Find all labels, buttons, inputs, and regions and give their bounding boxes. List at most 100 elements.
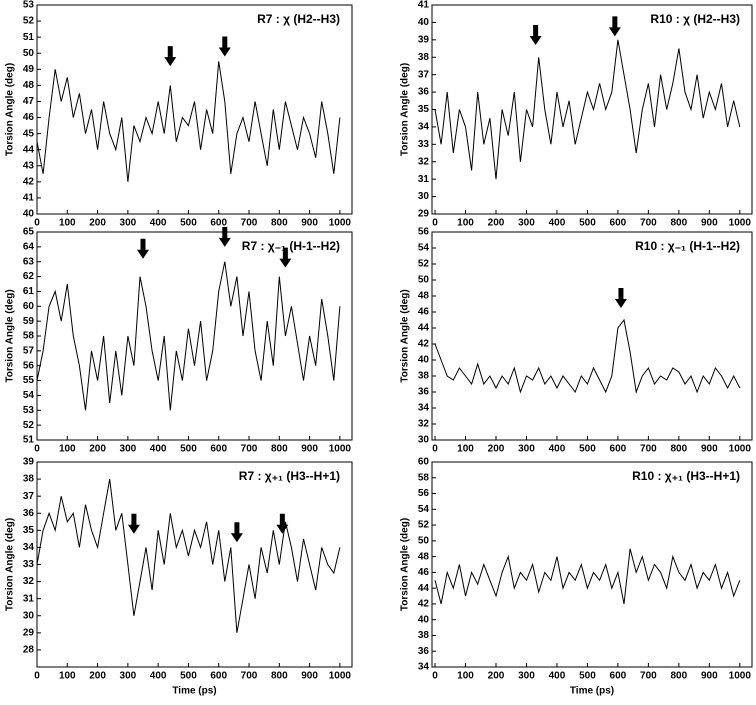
- x-tick-label: 800: [271, 218, 288, 229]
- y-tick-label: 50: [23, 48, 35, 59]
- x-tick-label: 900: [701, 671, 718, 682]
- arrow: [276, 513, 289, 534]
- y-tick-label: 31: [23, 593, 35, 604]
- y-tick-label: 38: [418, 371, 430, 382]
- y-tick-label: 60: [23, 301, 35, 312]
- x-tick-label: 600: [610, 444, 627, 455]
- y-tick-label: 55: [23, 375, 35, 386]
- x-tick-label: 700: [241, 444, 258, 455]
- x-tick-label: 300: [518, 218, 535, 229]
- plot-frame: [431, 231, 753, 441]
- y-tick-label: 32: [23, 576, 35, 587]
- x-tick-label: 300: [518, 671, 535, 682]
- x-tick-label: 500: [579, 671, 596, 682]
- x-tick-label: 700: [241, 218, 258, 229]
- x-tick-label: 1000: [329, 444, 352, 455]
- y-tick-label: 52: [418, 259, 430, 270]
- y-tick-label: 46: [418, 567, 430, 578]
- y-tick-label: 50: [418, 275, 430, 286]
- x-tick-label: 200: [488, 218, 505, 229]
- panel-title: R7 : χ₊₁ (H3--H+1): [239, 469, 340, 483]
- y-tick-label: 63: [23, 256, 35, 267]
- x-tick-label: 500: [180, 218, 197, 229]
- y-tick-label: 30: [418, 191, 430, 202]
- x-tick-label: 600: [210, 444, 227, 455]
- panel-title: R10 : χ (H2--H3): [650, 12, 740, 26]
- x-tick-label: 100: [59, 218, 76, 229]
- plot-frame: [36, 461, 353, 668]
- x-tick-label: 600: [610, 218, 627, 229]
- y-tick-label: 33: [23, 559, 35, 570]
- x-tick-label: 800: [271, 444, 288, 455]
- y-tick-label: 43: [23, 160, 35, 171]
- y-tick-label: 38: [23, 474, 35, 485]
- y-tick-label: 36: [418, 646, 430, 657]
- arrow: [127, 513, 140, 534]
- y-axis-label: Torsion Angle (deg): [400, 63, 411, 156]
- x-tick-label: 900: [701, 444, 718, 455]
- y-tick-label: 36: [23, 508, 35, 519]
- x-tick-label: 1000: [729, 671, 752, 682]
- x-tick-label: 600: [210, 218, 227, 229]
- y-tick-label: 65: [23, 227, 35, 238]
- y-tick-label: 50: [418, 535, 430, 546]
- data-line: [434, 39, 741, 180]
- y-tick-label: 40: [418, 355, 430, 366]
- x-tick-label: 700: [640, 218, 657, 229]
- y-tick-label: 51: [23, 32, 35, 43]
- y-tick-label: 29: [418, 209, 430, 220]
- y-tick-label: 29: [23, 627, 35, 638]
- data-line: [434, 318, 741, 394]
- x-tick-label: 0: [432, 218, 438, 229]
- y-tick-label: 48: [418, 551, 430, 562]
- y-tick-label: 28: [23, 645, 35, 656]
- y-tick-label: 36: [418, 387, 430, 398]
- x-tick-label: 1000: [329, 218, 352, 229]
- y-tick-label: 42: [418, 339, 430, 350]
- x-tick-label: 200: [89, 671, 106, 682]
- x-tick-label: 1000: [329, 671, 352, 682]
- x-tick-label: 400: [150, 444, 167, 455]
- y-tick-label: 62: [23, 271, 35, 282]
- y-tick-label: 56: [418, 227, 430, 238]
- arrow: [614, 288, 627, 308]
- x-tick-label: 900: [301, 218, 318, 229]
- x-tick-label: 600: [210, 671, 227, 682]
- y-tick-label: 34: [418, 403, 430, 414]
- y-tick-label: 44: [418, 583, 430, 594]
- x-tick-label: 400: [150, 671, 167, 682]
- y-tick-label: 49: [23, 64, 35, 75]
- plot-frame: [36, 231, 353, 441]
- y-tick-label: 38: [418, 52, 430, 63]
- y-tick-label: 35: [23, 525, 35, 536]
- y-tick-label: 34: [418, 122, 430, 133]
- plot-frame: [431, 461, 753, 668]
- x-tick-label: 0: [432, 444, 438, 455]
- y-tick-label: 47: [23, 96, 35, 107]
- data-line: [434, 548, 741, 605]
- x-tick-label: 500: [579, 444, 596, 455]
- arrow: [529, 25, 542, 46]
- y-tick-label: 52: [23, 16, 35, 27]
- arrow: [137, 238, 150, 259]
- x-tick-label: 300: [518, 444, 535, 455]
- x-tick-label: 200: [488, 671, 505, 682]
- arrow: [218, 36, 231, 57]
- arrow: [279, 247, 292, 268]
- x-tick-label: 400: [549, 444, 566, 455]
- x-tick-label: 300: [120, 218, 137, 229]
- y-tick-label: 36: [418, 87, 430, 98]
- y-tick-label: 30: [418, 435, 430, 446]
- x-tick-label: 900: [301, 671, 318, 682]
- x-tick-label: 900: [301, 444, 318, 455]
- y-tick-label: 51: [23, 435, 35, 446]
- plot-frame: [36, 4, 353, 215]
- y-tick-label: 48: [23, 80, 35, 91]
- x-tick-label: 1000: [729, 444, 752, 455]
- x-tick-label: 800: [671, 444, 688, 455]
- y-tick-label: 58: [23, 331, 35, 342]
- y-tick-label: 57: [23, 345, 35, 356]
- y-tick-label: 39: [418, 34, 430, 45]
- x-tick-label: 200: [89, 218, 106, 229]
